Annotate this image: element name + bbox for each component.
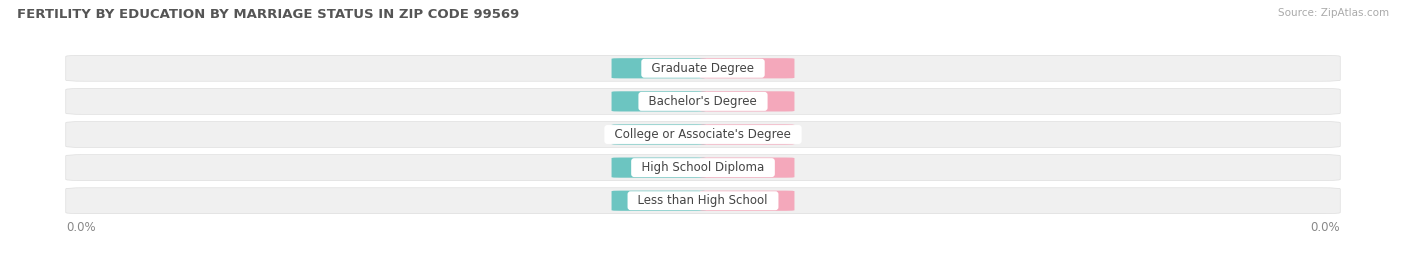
FancyBboxPatch shape [66, 55, 1340, 81]
FancyBboxPatch shape [612, 158, 706, 178]
Text: 0.0%: 0.0% [66, 221, 96, 233]
FancyBboxPatch shape [66, 188, 1340, 214]
Text: High School Diploma: High School Diploma [634, 161, 772, 174]
FancyBboxPatch shape [700, 191, 794, 211]
Text: FERTILITY BY EDUCATION BY MARRIAGE STATUS IN ZIP CODE 99569: FERTILITY BY EDUCATION BY MARRIAGE STATU… [17, 8, 519, 21]
Text: 0.0%: 0.0% [645, 162, 672, 173]
Text: 0.0%: 0.0% [645, 196, 672, 206]
Text: 0.0%: 0.0% [645, 63, 672, 73]
FancyBboxPatch shape [612, 91, 706, 111]
Text: 0.0%: 0.0% [734, 63, 761, 73]
Text: Bachelor's Degree: Bachelor's Degree [641, 95, 765, 108]
Text: 0.0%: 0.0% [734, 162, 761, 173]
Text: Less than High School: Less than High School [630, 194, 776, 207]
FancyBboxPatch shape [700, 58, 794, 78]
Text: 0.0%: 0.0% [734, 129, 761, 140]
FancyBboxPatch shape [66, 155, 1340, 180]
Text: 0.0%: 0.0% [734, 196, 761, 206]
FancyBboxPatch shape [612, 124, 706, 145]
FancyBboxPatch shape [700, 158, 794, 178]
FancyBboxPatch shape [66, 89, 1340, 114]
Text: Source: ZipAtlas.com: Source: ZipAtlas.com [1278, 8, 1389, 18]
Text: College or Associate's Degree: College or Associate's Degree [607, 128, 799, 141]
FancyBboxPatch shape [700, 124, 794, 145]
Text: 0.0%: 0.0% [645, 96, 672, 107]
FancyBboxPatch shape [612, 191, 706, 211]
Text: 0.0%: 0.0% [734, 96, 761, 107]
FancyBboxPatch shape [66, 122, 1340, 147]
Text: Graduate Degree: Graduate Degree [644, 62, 762, 75]
Text: 0.0%: 0.0% [645, 129, 672, 140]
FancyBboxPatch shape [700, 91, 794, 111]
FancyBboxPatch shape [612, 58, 706, 78]
Text: 0.0%: 0.0% [1310, 221, 1340, 233]
